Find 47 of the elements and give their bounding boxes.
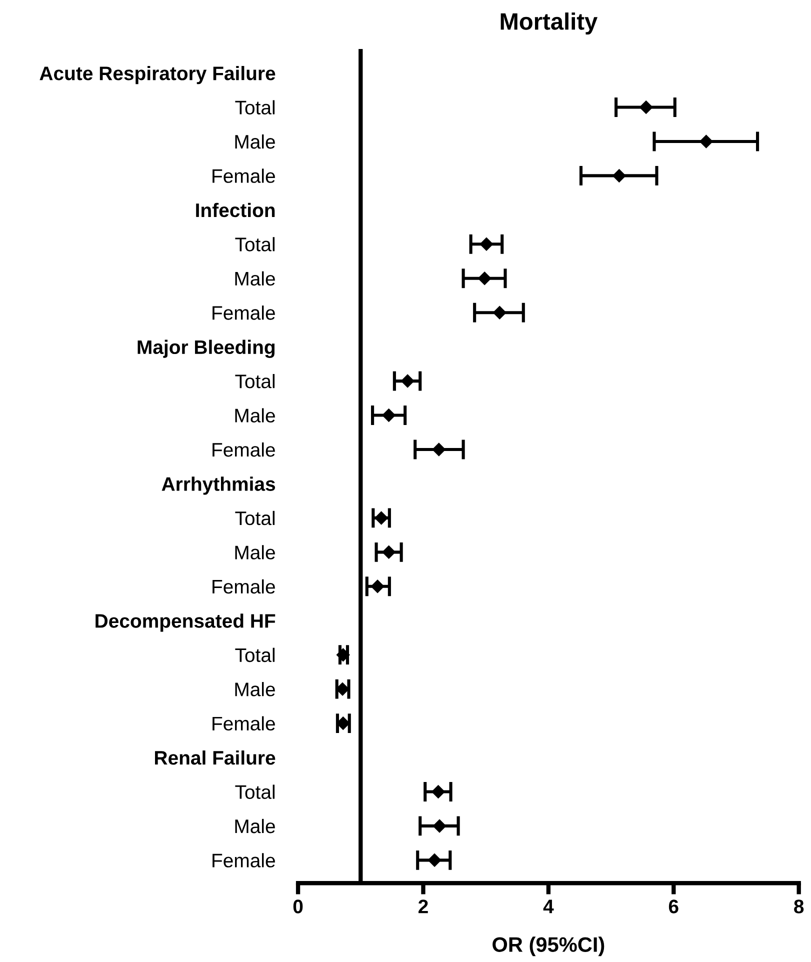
y-tick-label: Renal Failure — [155, 750, 276, 765]
y-tick-label: Total — [235, 510, 275, 526]
y-tick-label: Total — [235, 100, 275, 114]
y-tick-label: Major Bleeding — [138, 340, 275, 358]
y-tick-label: Acute Respiratory Failure — [40, 66, 276, 84]
y-tick-label: Total — [235, 648, 275, 662]
x-tick-label: 4 — [543, 900, 554, 914]
y-tick-label: Female — [212, 579, 275, 594]
point — [612, 169, 626, 182]
point — [370, 580, 384, 593]
y-tick-label: Total — [235, 237, 275, 252]
chart-title: Mortality — [500, 12, 598, 35]
y-tick-label: Female — [212, 306, 275, 320]
point — [382, 408, 396, 422]
y-tick-label: Male — [235, 818, 275, 834]
y-tick-label: Female — [212, 442, 275, 457]
y-tick-label: Female — [212, 853, 275, 868]
y-tick-label: Male — [235, 134, 275, 149]
y-tick-label: Male — [235, 271, 275, 286]
y-tick-label: Total — [235, 784, 275, 799]
point — [432, 442, 446, 456]
y-tick-label: Male — [235, 408, 275, 422]
point — [640, 100, 653, 114]
x-tick-label: 2 — [418, 900, 428, 914]
y-tick-label: Total — [235, 374, 275, 388]
point — [374, 511, 388, 525]
point — [480, 238, 494, 251]
point — [428, 854, 442, 867]
y-tick-label: Decompensated HF — [96, 614, 276, 632]
point — [432, 785, 445, 798]
point — [382, 546, 396, 559]
point — [336, 648, 350, 662]
y-tick-label: Female — [212, 716, 275, 731]
point — [478, 272, 492, 285]
x-axis-title: OR (95%CI) — [492, 936, 604, 956]
y-tick-label: Infection — [196, 202, 275, 218]
x-tick-label: 8 — [794, 900, 804, 914]
y-tick-label: Male — [235, 545, 275, 560]
point — [700, 134, 713, 148]
point — [432, 819, 446, 833]
x-tick-label: 0 — [293, 900, 303, 914]
y-tick-label: Male — [235, 682, 275, 696]
y-tick-label: Arrhythmias — [162, 476, 276, 495]
x-tick-label: 6 — [668, 900, 678, 914]
y-tick-label: Female — [212, 168, 275, 183]
point — [493, 306, 506, 320]
point — [401, 374, 414, 388]
